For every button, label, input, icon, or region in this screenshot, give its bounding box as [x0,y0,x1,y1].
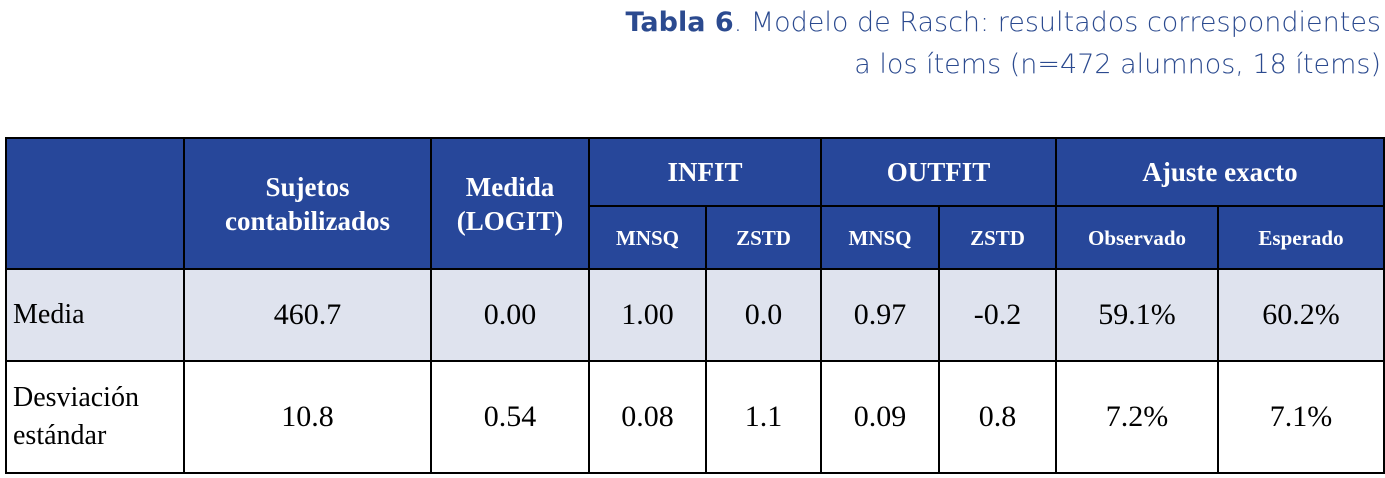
table-label: Tabla 6 [625,7,734,38]
subheader-row: MNSQ ZSTD MNSQ ZSTD Observado Esperado [6,205,1385,270]
cell: 1.00 [588,268,707,362]
cell: 60.2% [1217,268,1385,362]
column-header: Sujetos contabilizados [183,137,432,270]
cell: 0.97 [820,268,941,362]
row-label: Desviación estándar [5,360,185,474]
group-header: Ajuste exacto [1055,137,1385,207]
cell: 7.2% [1055,360,1220,474]
corner-cell [5,137,185,270]
sub-header: MNSQ [588,205,707,270]
title-line-2: a los ítems (n=472 alumnos, 18 ítems) [854,49,1381,80]
cell: -0.2 [938,268,1058,362]
title-line: Tabla 6. Modelo de Rasch: resultados cor… [625,2,1381,44]
data-row: Desviación estándar 10.8 0.54 0.08 1.1 0.09 0.… [5,360,1385,474]
cell: 0.8 [938,360,1058,474]
title-text: . Modelo de Rasch: resultados correspond… [733,7,1381,38]
row-label: Media [5,268,185,362]
cell: 460.7 [183,268,432,362]
sub-header: Observado [1055,205,1220,270]
cell: 10.8 [183,360,432,474]
data-row: Media 460.7 0.00 1.00 0.0 0.97 -0.2 59.1% 60.2% [5,268,1385,362]
cell: 7.1% [1217,360,1385,474]
sub-header: Esperado [1217,205,1385,270]
results-table: Sujetos contabilizados Medida (LOGIT) INFI… [5,137,1385,474]
cell: 1.1 [704,360,823,474]
column-header: Medida (LOGIT) [430,137,590,270]
cell: 0.00 [430,268,590,362]
cell: 0.54 [430,360,590,474]
sub-header: ZSTD [704,205,823,270]
cell: 0.09 [820,360,941,474]
group-header: OUTFIT [820,137,1058,207]
cell: 0.08 [588,360,707,474]
cell: 0.0 [704,268,823,362]
title: Tabla 6. Modelo de Rasch: resultados cor… [625,2,1381,86]
sub-header: MNSQ [820,205,941,270]
cell: 59.1% [1055,268,1220,362]
header-row: Sujetos contabilizados Medida (LOGIT) INFI… [5,137,1385,270]
group-header: INFIT [587,137,823,207]
sub-header: ZSTD [938,205,1058,270]
